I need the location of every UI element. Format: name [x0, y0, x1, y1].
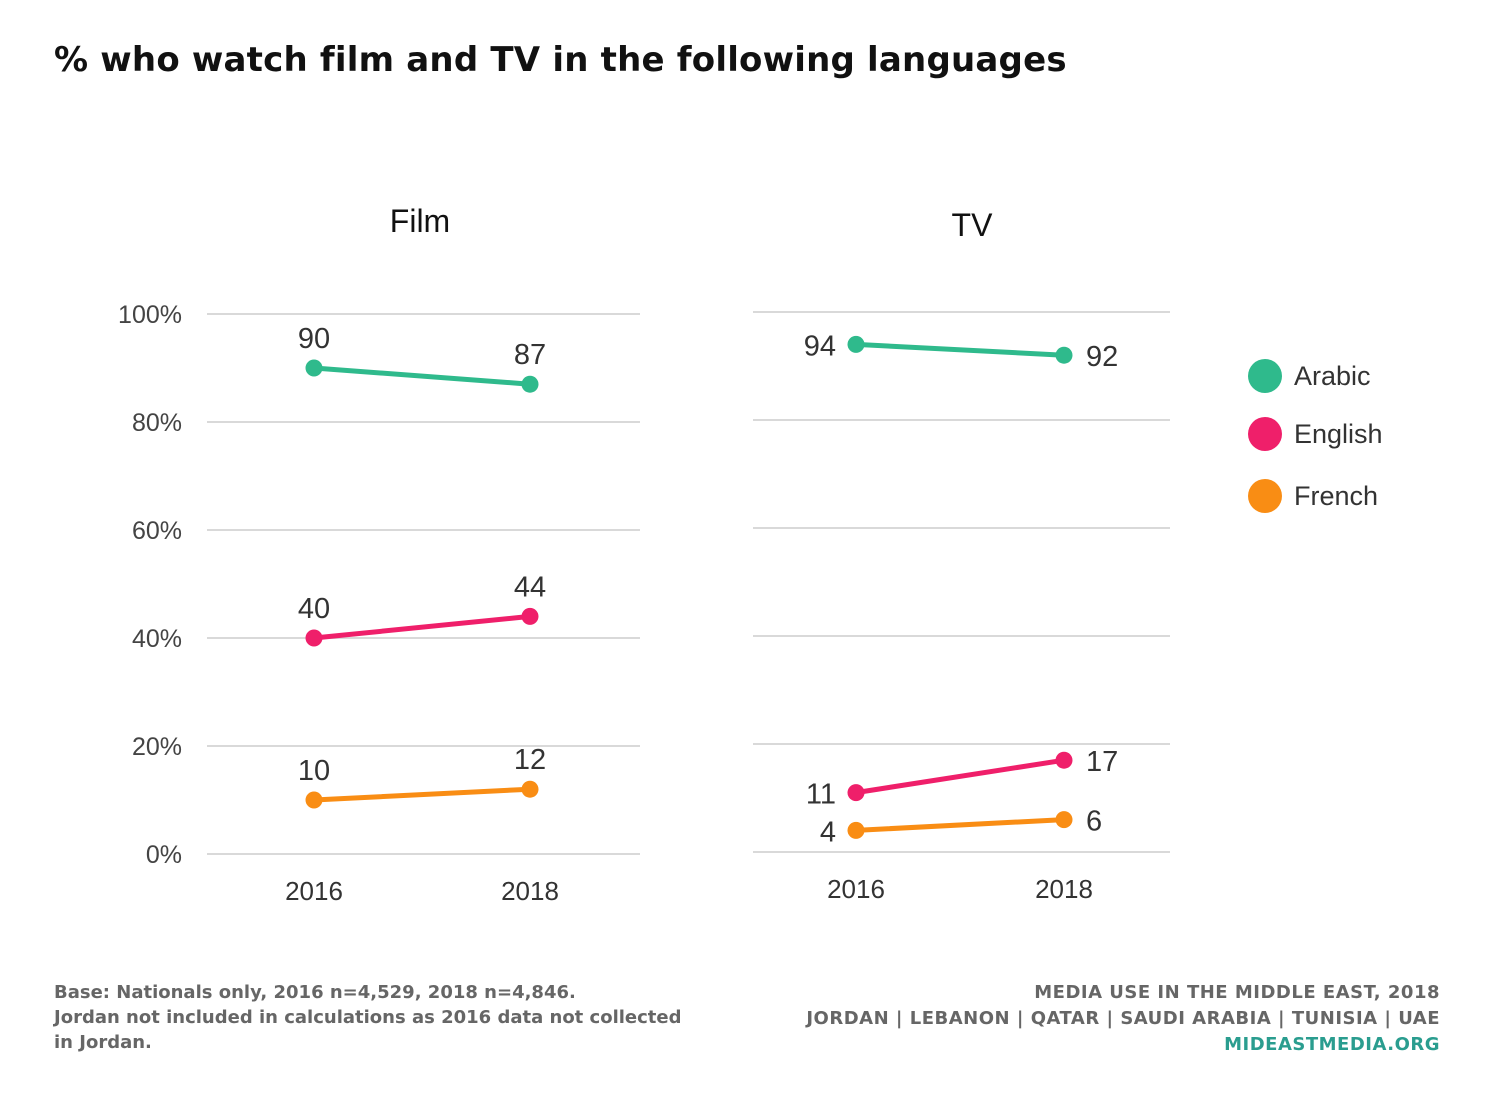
- legend-item-arabic: Arabic: [1248, 358, 1371, 394]
- data-point-film-french-2016: [305, 791, 323, 809]
- data-point-tv-english-2018: [1055, 751, 1073, 769]
- source-title: MEDIA USE IN THE MIDDLE EAST, 2018: [1034, 982, 1440, 1003]
- legend-swatch-french: [1248, 479, 1282, 513]
- data-label-film-arabic-2018: 87: [514, 339, 546, 371]
- y-tick-label: 60%: [132, 517, 182, 545]
- series-line-film-french: [311, 786, 533, 803]
- legend-swatch-english: [1248, 417, 1282, 451]
- data-point-film-arabic-2018: [521, 375, 539, 393]
- x-tick-label-film-2018: 2018: [501, 876, 559, 906]
- data-point-film-french-2018: [521, 780, 539, 798]
- y-tick-label: 20%: [132, 733, 182, 761]
- data-label-tv-arabic-2018: 92: [1086, 341, 1118, 373]
- footnote-base: Base: Nationals only, 2016 n=4,529, 2018…: [54, 982, 576, 1003]
- data-label-film-french-2016: 10: [298, 755, 330, 787]
- y-tick-label: 40%: [132, 625, 182, 653]
- footnote-jordan: Jordan not included in calculations as 2…: [54, 1007, 682, 1053]
- series-line-tv-french: [853, 817, 1067, 833]
- data-label-film-english-2018: 44: [514, 571, 546, 603]
- data-point-tv-english-2016: [847, 784, 865, 802]
- panel-title-tv: TV: [952, 207, 994, 243]
- y-tick-label: 100%: [118, 301, 182, 329]
- footnote: Base: Nationals only, 2016 n=4,529, 2018…: [54, 980, 694, 1055]
- data-label-tv-english-2018: 17: [1086, 746, 1118, 778]
- legend-label-arabic: Arabic: [1294, 360, 1371, 391]
- data-point-film-arabic-2016: [305, 359, 323, 377]
- x-tick-label-tv-2018: 2018: [1035, 874, 1093, 904]
- chart-canvas: Film 0% 20% 40% 60% 80% 100% 2016 2018 90 87 40 44 10…: [118, 203, 1170, 906]
- series-line-tv-arabic: [853, 341, 1067, 358]
- data-label-film-arabic-2016: 90: [298, 323, 330, 355]
- legend-item-english: English: [1248, 416, 1383, 452]
- data-point-tv-french-2016: [847, 821, 865, 839]
- data-point-tv-arabic-2016: [847, 335, 865, 353]
- source-countries: JORDAN | LEBANON | QATAR | SAUDI ARABIA …: [806, 1008, 1440, 1029]
- data-point-film-english-2018: [521, 607, 539, 625]
- series-line-film-arabic: [311, 365, 533, 387]
- y-tick-label: 0%: [146, 841, 182, 869]
- panel-title-film: Film: [390, 203, 450, 239]
- legend-swatch-arabic: [1248, 359, 1282, 393]
- series-line-film-english: [311, 613, 533, 641]
- chart-title: % who watch film and TV in the following…: [54, 40, 1067, 80]
- x-tick-label-tv-2016: 2016: [827, 874, 885, 904]
- data-label-film-english-2016: 40: [298, 593, 330, 625]
- data-label-tv-french-2016: 4: [820, 816, 836, 848]
- data-point-film-english-2016: [305, 629, 323, 647]
- series-line-tv-english: [853, 757, 1067, 796]
- source-block: MEDIA USE IN THE MIDDLE EAST, 2018 JORDA…: [806, 980, 1440, 1058]
- x-tick-label-film-2016: 2016: [285, 876, 343, 906]
- legend-item-french: French: [1248, 478, 1378, 514]
- legend-label-french: French: [1294, 480, 1379, 511]
- legend-label-english: English: [1294, 418, 1383, 449]
- source-site: MIDEASTMEDIA.ORG: [1224, 1034, 1440, 1055]
- data-point-tv-arabic-2018: [1055, 346, 1073, 364]
- data-point-tv-french-2018: [1055, 811, 1073, 829]
- data-label-tv-english-2016: 11: [806, 779, 836, 811]
- data-label-tv-arabic-2016: 94: [804, 330, 836, 362]
- data-label-tv-french-2018: 6: [1086, 806, 1102, 838]
- y-tick-label: 80%: [132, 409, 182, 437]
- data-label-film-french-2018: 12: [514, 744, 546, 776]
